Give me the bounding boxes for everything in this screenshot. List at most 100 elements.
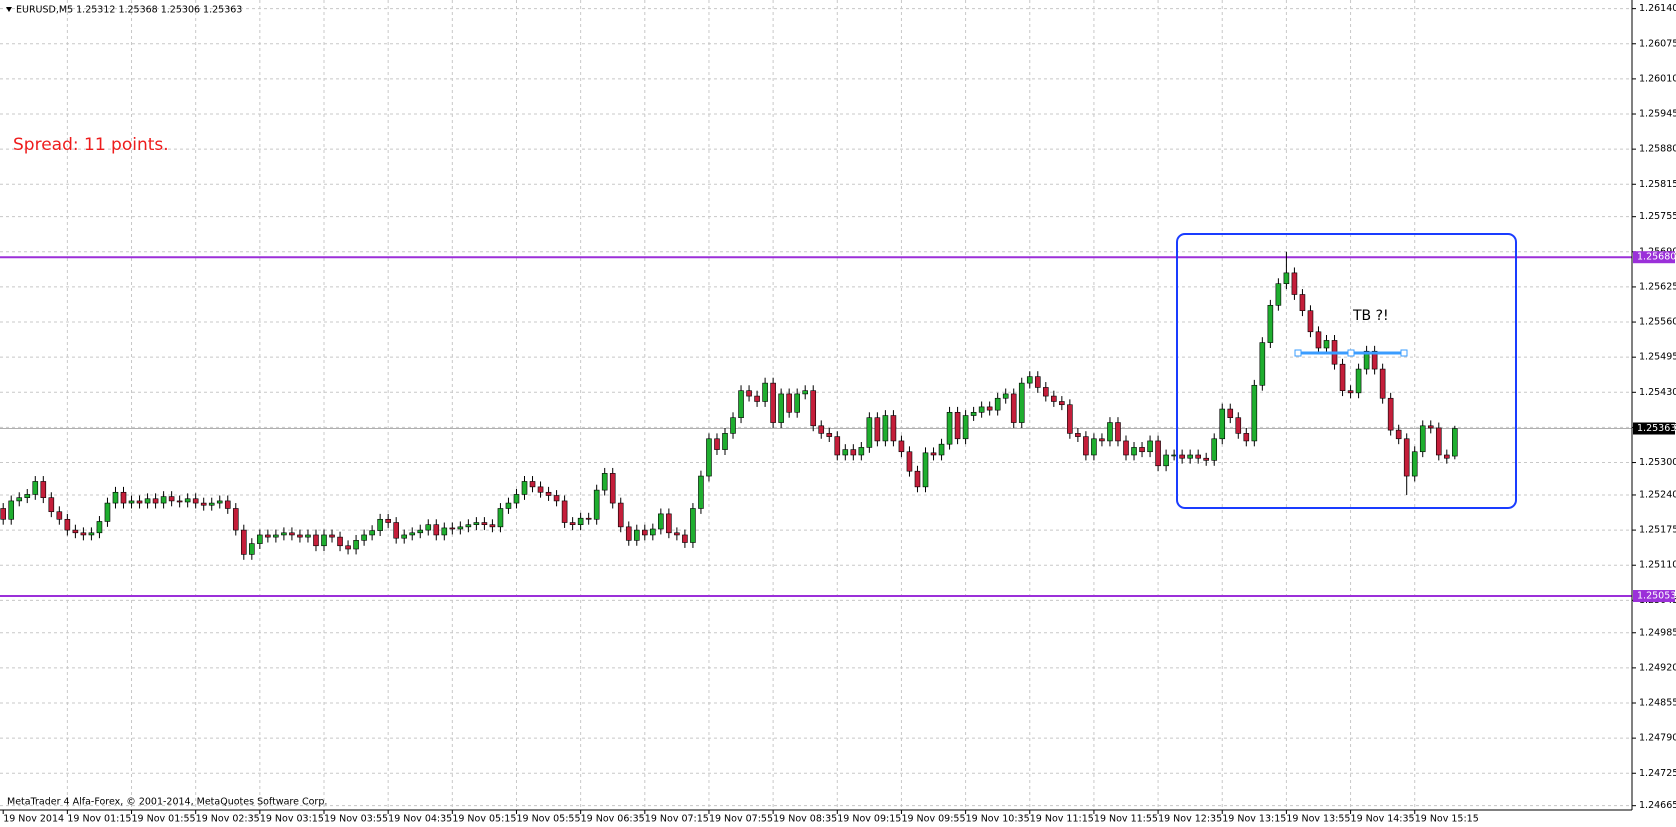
candle-body (353, 540, 359, 550)
candle-body (425, 524, 432, 531)
candle-body (1034, 376, 1041, 388)
x-tick-label: 19 Nov 11:15 (1030, 814, 1094, 825)
candle-body (922, 452, 929, 488)
candle-body (1387, 397, 1394, 431)
candle-body (289, 532, 295, 536)
handle (1400, 349, 1408, 357)
x-tick-label: 19 Nov 14:35 (1351, 814, 1415, 825)
candle-body (617, 502, 624, 528)
candle-body (794, 393, 800, 413)
footer: MetaTrader 4 Alfa-Forex, © 2001-2014, Me… (7, 797, 327, 808)
candle-body (890, 415, 897, 442)
y-tick-label: 1.24920 (1639, 662, 1676, 673)
candle-body (297, 534, 303, 538)
y-tick-label: 1.25495 (1639, 352, 1676, 363)
levels (0, 256, 1632, 598)
candle-body (433, 524, 440, 536)
x-tick-label: 19 Nov 01:55 (132, 814, 196, 825)
y-tick-label: 1.25625 (1639, 281, 1676, 292)
candle-body (874, 417, 881, 442)
y-tick-label: 1.25240 (1639, 489, 1676, 500)
y-tick-label: 1.25755 (1639, 211, 1676, 222)
candle-body (690, 508, 696, 543)
x-tick-label: 19 Nov 11:55 (1094, 814, 1158, 825)
candle-body (1147, 440, 1153, 453)
candle-body (698, 475, 704, 509)
candle-body (1010, 393, 1017, 423)
candle-body (1339, 363, 1346, 391)
y-tick-label: 1.24855 (1639, 698, 1676, 709)
candle-body (1243, 433, 1250, 442)
candle-body (136, 500, 143, 504)
candle-body (457, 526, 464, 530)
candle-body (200, 502, 207, 506)
y-tick-label: 1.25175 (1639, 525, 1676, 536)
y-tick-label: 1.25880 (1639, 144, 1676, 155)
candle-body (1075, 433, 1081, 437)
price-tag (1633, 422, 1675, 435)
candle-body (658, 513, 664, 530)
x-tick-label: 19 Nov 2014 (3, 814, 64, 825)
candle-body (553, 495, 560, 502)
candle-body (1139, 447, 1145, 453)
candle-body (1115, 422, 1121, 442)
x-tick-label: 19 Nov 07:55 (709, 814, 773, 825)
x-tick-label: 19 Nov 10:35 (966, 814, 1030, 825)
candle-body (1235, 417, 1242, 434)
candle-body (577, 517, 584, 525)
candle-body (1379, 368, 1386, 399)
level-label: 1.25053 (1637, 591, 1676, 602)
candle-body (569, 522, 576, 525)
level-tag (1633, 590, 1675, 603)
candle-body (593, 489, 600, 520)
y-tick-label: 1.25430 (1639, 387, 1676, 398)
candle-body (1267, 305, 1274, 343)
candle-body (938, 443, 945, 456)
candle-body (0, 508, 6, 520)
candle-body (481, 522, 488, 525)
candle-body (601, 473, 608, 491)
candle-body (674, 532, 680, 536)
candle-body (417, 529, 424, 534)
candle-body (1203, 457, 1209, 461)
price-label: 1.25363 (1637, 423, 1676, 434)
x-tick-label: 19 Nov 13:15 (1222, 814, 1286, 825)
candle-body (930, 452, 937, 456)
candle-body (64, 518, 71, 531)
candle-body (441, 527, 448, 536)
candle-body (609, 473, 616, 504)
candle-body (818, 425, 825, 434)
candle-body (1099, 438, 1105, 442)
candle-body (96, 521, 103, 534)
candle-body (1187, 454, 1193, 459)
candle-body (970, 411, 977, 416)
candle-body (730, 417, 736, 434)
candle-body (1371, 350, 1378, 370)
candle-body (497, 508, 504, 528)
candle-body (176, 500, 183, 503)
candle-body (160, 496, 167, 504)
y-tick-label: 1.26140 (1639, 3, 1676, 14)
x-tick-label: 19 Nov 01:15 (67, 814, 131, 825)
candle-body (56, 511, 63, 520)
candle-body (706, 438, 712, 477)
candle-body (650, 528, 656, 536)
candle-body (465, 524, 472, 528)
x-tick-label: 19 Nov 05:15 (452, 814, 516, 825)
candle-body (1315, 331, 1322, 349)
y-tick-label: 1.24790 (1639, 733, 1676, 744)
candle-body (329, 534, 335, 538)
candle-body (1227, 408, 1234, 418)
candle-body (1091, 438, 1097, 456)
candle-body (585, 517, 592, 520)
candle-body (401, 534, 408, 539)
candle-body (633, 529, 640, 541)
candle-body (786, 393, 792, 413)
candle-body (120, 491, 127, 504)
candle-body (898, 440, 905, 453)
candle-body (281, 532, 287, 536)
candle-body (866, 417, 873, 448)
candle-body (224, 500, 231, 509)
candle-body (946, 411, 953, 445)
